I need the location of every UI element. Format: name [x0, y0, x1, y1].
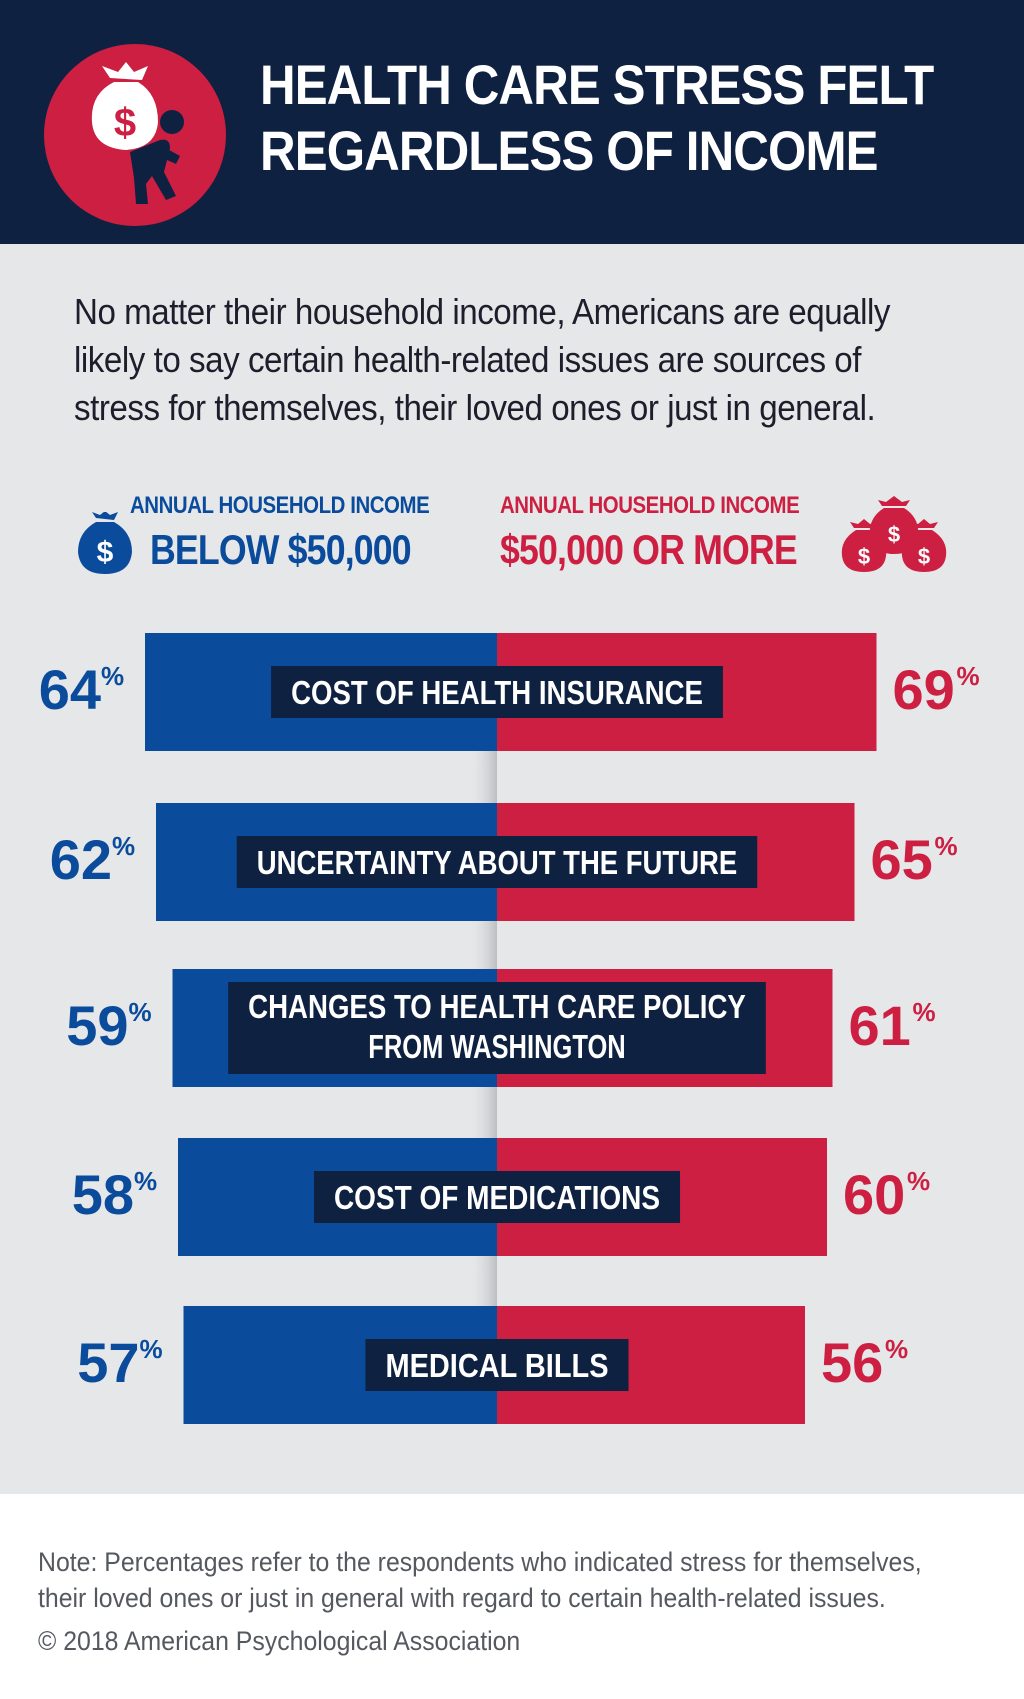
legend-below-50k: $ ANNUAL HOUSEHOLD INCOME BELOW $50,000: [76, 492, 482, 574]
intro-line-2: likely to say certain health-related iss…: [74, 339, 862, 380]
footnote-line-1: Note: Percentages refer to the responden…: [38, 1547, 922, 1577]
money-bags-icon: $ $ $: [841, 496, 947, 572]
svg-text:$: $: [888, 522, 900, 547]
legend-left-value: BELOW $50,000: [150, 526, 412, 573]
legend-left-label: ANNUAL HOUSEHOLD INCOME: [130, 492, 430, 519]
svg-text:$: $: [858, 544, 870, 569]
footnote-line-2: their loved ones or just in general with…: [38, 1583, 886, 1613]
person-carrying-money-bag-icon: $: [44, 44, 226, 226]
intro-line-1: No matter their household income, Americ…: [74, 291, 891, 332]
money-bag-icon: $: [78, 512, 132, 574]
legend-right-label: ANNUAL HOUSEHOLD INCOME: [500, 492, 800, 519]
header-banner: $ HEALTH CARE STRESS FELT REGARDLESS OF …: [0, 0, 1024, 244]
page-title: HEALTH CARE STRESS FELT REGARDLESS OF IN…: [260, 52, 934, 184]
copyright: © 2018 American Psychological Associatio…: [38, 1626, 521, 1656]
legend-right-value: $50,000 OR MORE: [500, 526, 798, 573]
footer: Note: Percentages refer to the responden…: [0, 1494, 1024, 1699]
svg-text:$: $: [97, 536, 114, 569]
title-line-1: HEALTH CARE STRESS FELT: [260, 53, 934, 116]
legend-50k-or-more: ANNUAL HOUSEHOLD INCOME $50,000 OR MORE …: [500, 492, 947, 574]
title-line-2: REGARDLESS OF INCOME: [260, 119, 878, 182]
footnote: Note: Percentages refer to the responden…: [38, 1544, 922, 1616]
intro-text: No matter their household income, Americ…: [74, 288, 891, 432]
svg-text:$: $: [114, 101, 136, 145]
main-panel: No matter their household income, Americ…: [0, 244, 1024, 1494]
intro-line-3: stress for themselves, their loved ones …: [74, 387, 876, 428]
svg-text:$: $: [918, 544, 930, 569]
